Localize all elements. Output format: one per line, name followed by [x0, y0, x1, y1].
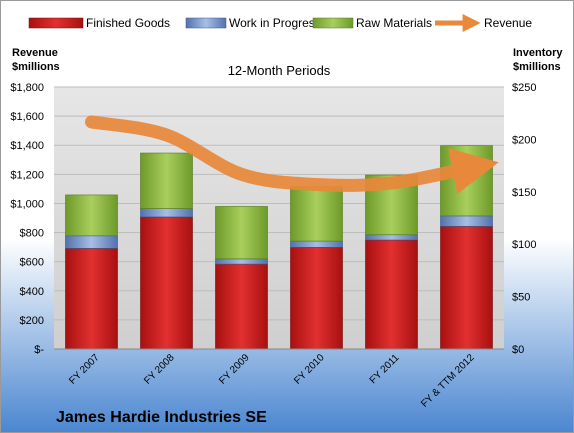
bar-raw-materials — [65, 194, 118, 237]
right-tick-label: $150 — [512, 187, 536, 199]
bar-finished-goods — [365, 239, 418, 350]
right-tick-label: $200 — [512, 134, 536, 146]
right-tick-label: $0 — [512, 344, 524, 356]
chart-title: 12-Month Periods — [228, 63, 331, 78]
legend-label-finished-goods: Finished Goods — [86, 16, 170, 30]
left-tick-label: $1,200 — [10, 169, 44, 181]
left-tick-label: $400 — [20, 286, 44, 298]
bar-finished-goods — [440, 226, 493, 350]
left-axis-ticks: $- $200 $400 $600 $800 $1,000 $1,200 $1,400 $1,6… — [10, 82, 44, 356]
right-axis-title-line2: $millions — [513, 61, 561, 73]
bar-finished-goods — [215, 263, 268, 350]
left-axis-title-line2: $millions — [12, 61, 60, 73]
right-tick-label: $250 — [512, 82, 536, 94]
legend-swatch-raw-materials — [312, 17, 354, 29]
bar-work-in-progress — [65, 235, 118, 249]
bar-raw-materials — [440, 145, 493, 217]
left-tick-label: $1,800 — [10, 82, 44, 94]
right-axis-ticks: $0 $50 $100 $150 $200 $250 — [512, 82, 536, 356]
left-tick-label: $1,400 — [10, 140, 44, 152]
bar-work-in-progress — [365, 234, 418, 241]
left-tick-label: $- — [34, 344, 44, 356]
bar-finished-goods — [140, 216, 193, 350]
bar-work-in-progress — [140, 208, 193, 218]
legend: Finished Goods Work in Progress Raw Mate… — [28, 14, 532, 32]
left-tick-label: $200 — [20, 315, 44, 327]
legend-label-raw-materials: Raw Materials — [356, 16, 432, 30]
bar-work-in-progress — [215, 258, 268, 265]
revenue-line-path — [85, 115, 499, 195]
company-name: James Hardie Industries SE — [56, 409, 267, 426]
bar-raw-materials — [140, 152, 193, 209]
bar-stacks — [65, 145, 493, 350]
bar-work-in-progress — [290, 240, 343, 248]
legend-swatch-finished-goods — [28, 17, 84, 29]
bar-work-in-progress — [440, 215, 493, 227]
left-tick-label: $1,600 — [10, 111, 44, 123]
left-tick-label: $800 — [20, 228, 44, 240]
right-tick-label: $100 — [512, 239, 536, 251]
left-tick-label: $1,000 — [10, 198, 44, 210]
legend-label-revenue: Revenue — [484, 16, 532, 30]
bar-finished-goods — [65, 248, 118, 350]
revenue-line — [85, 115, 499, 195]
left-axis-title-line1: Revenue — [12, 47, 58, 59]
right-axis-title-line1: Inventory — [513, 47, 563, 59]
bar-finished-goods — [290, 247, 343, 350]
bar-raw-materials — [215, 206, 268, 260]
right-tick-label: $50 — [512, 292, 530, 304]
left-tick-label: $600 — [20, 257, 44, 269]
gridlines — [54, 86, 504, 321]
legend-swatch-work-in-progress — [185, 17, 227, 29]
legend-label-work-in-progress: Work in Progress — [229, 16, 321, 30]
bar-raw-materials — [290, 186, 343, 242]
